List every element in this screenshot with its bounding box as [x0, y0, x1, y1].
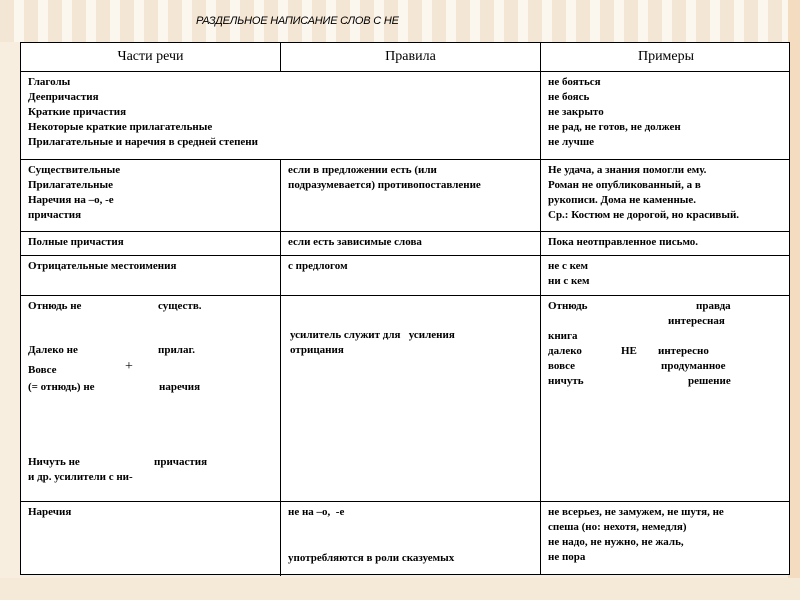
divider: [540, 43, 541, 574]
parts-item: (= отнюдь) не: [28, 381, 95, 393]
example-item: продуманное: [661, 360, 726, 372]
cell-rule: усилитель служит для усиления отрицания: [290, 329, 455, 356]
divider: [21, 71, 789, 72]
cell-rule: с предлогом: [288, 260, 348, 272]
parts-item: наречия: [159, 381, 201, 393]
parts-item: Вовсе: [28, 364, 57, 376]
cell-examples: Не удача, а знания помогли ему. Роман не…: [548, 164, 740, 221]
example-item: далеко: [548, 345, 582, 357]
cell-parts: Полные причастия: [28, 236, 124, 248]
cell-parts: Глаголы Деепричастия Краткие причастия Н…: [28, 76, 258, 148]
cell-parts: Отрицательные местоимения: [28, 260, 177, 272]
example-item: интересно: [658, 345, 709, 357]
cell-examples: не всерьез, не замужем, не шутя, не спеш…: [548, 506, 724, 563]
cell-examples: Пока неотправленное письмо.: [548, 236, 699, 248]
divider: [21, 159, 789, 160]
cell-rule: не на –о, -е: [288, 506, 345, 518]
example-item: вовсе: [548, 360, 576, 372]
parts-item: Далеко не: [28, 344, 78, 356]
parts-item: Отнюдь не: [28, 300, 82, 312]
parts-item: существ.: [158, 300, 202, 312]
parts-item: прилаг.: [158, 344, 195, 356]
decorative-footer: [0, 578, 800, 600]
cell-rule: если в предложении есть (или подразумева…: [288, 164, 481, 191]
divider: [21, 295, 789, 296]
divider: [280, 43, 281, 71]
cell-parts: Наречия: [28, 506, 72, 518]
example-item: решение: [688, 375, 731, 387]
cell-rule: если есть зависимые слова: [288, 236, 422, 248]
header-parts: Части речи: [117, 49, 184, 64]
header-rules: Правила: [385, 49, 436, 64]
example-item: НЕ: [621, 345, 637, 357]
rules-table: Части речи Правила Примеры Глаголы Деепр…: [20, 42, 790, 576]
parts-item: причастия: [154, 456, 208, 468]
example-item: правда: [696, 300, 731, 312]
example-item: Отнюдь: [548, 300, 588, 312]
cell-examples: не с кем ни с кем: [548, 260, 590, 287]
parts-item: Ничуть не: [28, 456, 80, 468]
example-item: книга: [548, 330, 578, 342]
plus-sign: +: [125, 359, 133, 374]
divider: [21, 231, 789, 232]
cell-parts: Существительные Прилагательные Наречия н…: [28, 164, 121, 221]
example-item: ничуть: [548, 375, 584, 387]
cell-examples: не бояться не боясь не закрыто не рад, н…: [548, 76, 681, 148]
example-item: интересная: [668, 315, 725, 327]
divider: [21, 255, 789, 256]
header-examples: Примеры: [637, 49, 695, 64]
decorative-band: [788, 0, 800, 600]
decorative-stripes: [0, 0, 800, 42]
divider: [21, 501, 789, 502]
divider: [280, 159, 281, 576]
slide-title: РАЗДЕЛЬНОЕ НАПИСАНИЕ СЛОВ С НЕ: [196, 15, 399, 27]
parts-item: и др. усилители с ни-: [28, 471, 133, 483]
cell-rule: употребляются в роли сказуемых: [288, 552, 455, 564]
